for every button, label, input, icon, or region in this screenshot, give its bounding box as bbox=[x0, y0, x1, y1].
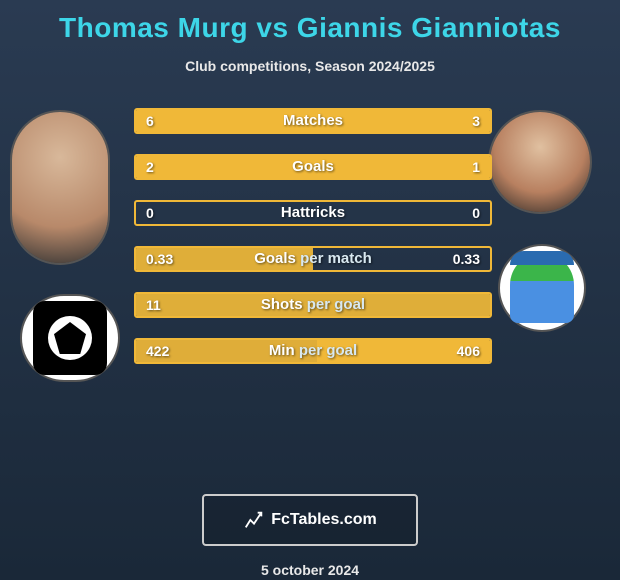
stat-label: Hattricks bbox=[136, 202, 490, 224]
player-right-avatar bbox=[488, 110, 592, 214]
stat-fill-left bbox=[136, 294, 490, 316]
player-left-avatar bbox=[10, 110, 110, 265]
stat-value-left: 11 bbox=[136, 294, 171, 316]
stat-value-right: 0.33 bbox=[443, 248, 490, 270]
avatar-placeholder bbox=[490, 112, 590, 212]
stat-value-left: 6 bbox=[136, 110, 164, 132]
stat-row: Goals21 bbox=[134, 154, 492, 180]
stat-value-left: 422 bbox=[136, 340, 179, 362]
stat-row: Hattricks0 0 bbox=[134, 200, 492, 226]
brand-box[interactable]: FcTables.com bbox=[202, 494, 418, 546]
comparison-title: Thomas Murg vs Giannis Gianniotas bbox=[0, 0, 620, 44]
club-right-badge bbox=[498, 244, 602, 332]
comparison-subtitle: Club competitions, Season 2024/2025 bbox=[0, 58, 620, 74]
stat-value-left: 2 bbox=[136, 156, 164, 178]
levadiakos-crest-icon bbox=[498, 244, 586, 332]
stat-value-left: 0.33 bbox=[136, 248, 183, 270]
stat-value-left: 0 bbox=[136, 202, 164, 224]
stat-row: Min per goal422406 bbox=[134, 338, 492, 364]
brand-text: FcTables.com bbox=[271, 511, 377, 529]
comparison-main: Matches63Goals21Hattricks00Goals per mat… bbox=[0, 94, 620, 494]
stat-fill-left bbox=[136, 110, 372, 132]
fctables-logo-icon bbox=[243, 509, 265, 531]
stat-value-right bbox=[470, 294, 490, 316]
stat-row: Matches63 bbox=[134, 108, 492, 134]
club-left-badge bbox=[20, 294, 120, 382]
stat-bars: Matches63Goals21Hattricks00Goals per mat… bbox=[134, 108, 492, 384]
stat-fill-left bbox=[136, 156, 372, 178]
avatar-placeholder bbox=[12, 112, 108, 263]
stat-value-right: 1 bbox=[462, 156, 490, 178]
stat-value-right: 0 bbox=[462, 202, 490, 224]
stat-row: Shots per goal11 bbox=[134, 292, 492, 318]
paok-crest-icon bbox=[33, 301, 107, 375]
stat-value-right: 406 bbox=[447, 340, 490, 362]
comparison-date: 5 october 2024 bbox=[0, 562, 620, 578]
stat-value-right: 3 bbox=[462, 110, 490, 132]
stat-row: Goals per match0.330.33 bbox=[134, 246, 492, 272]
